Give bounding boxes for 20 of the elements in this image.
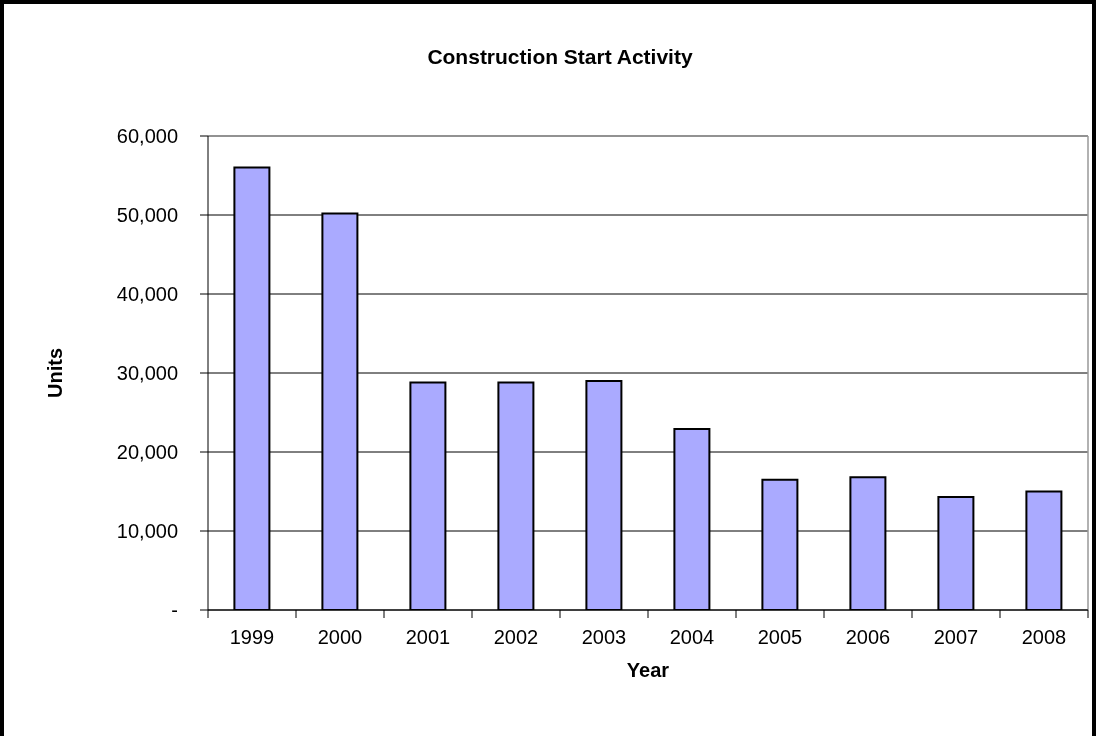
y-tick-label: 10,000 (116, 520, 178, 543)
x-tick-label: 2002 (493, 626, 539, 648)
x-tick-label: 2000 (317, 626, 363, 648)
x-tick-label: 1999 (229, 626, 275, 648)
x-tick-label: 2008 (1021, 626, 1067, 648)
x-tick-label: 2001 (405, 626, 451, 648)
y-tick-label: - (171, 599, 178, 622)
x-tick-label: 2004 (669, 626, 715, 648)
chart-title: Construction Start Activity (426, 45, 694, 69)
y-tick-label: 50,000 (116, 204, 178, 227)
y-tick-label: 30,000 (116, 362, 178, 385)
x-tick-label: 2007 (933, 626, 979, 648)
y-tick-label: 60,000 (116, 125, 178, 148)
x-tick-label: 2003 (581, 626, 627, 648)
x-tick-label: 2005 (757, 626, 803, 648)
y-tick-label: 20,000 (116, 441, 178, 464)
y-tick-label: 40,000 (116, 283, 178, 306)
x-tick-label: 2006 (845, 626, 891, 648)
x-axis-title: Year (626, 659, 670, 681)
y-axis-title: Units (44, 348, 66, 398)
